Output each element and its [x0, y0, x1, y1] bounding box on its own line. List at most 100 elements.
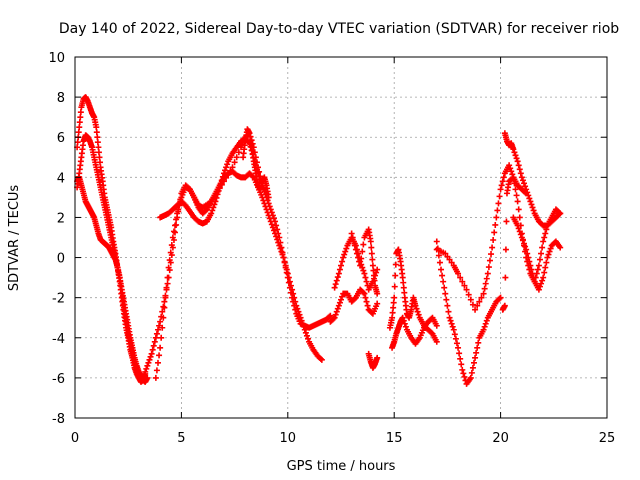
- data-point: [490, 237, 497, 244]
- data-point: [361, 290, 368, 297]
- data-point: [498, 182, 505, 189]
- data-point: [482, 280, 489, 287]
- data-point: [478, 294, 485, 301]
- data-point: [517, 170, 524, 177]
- data-point: [146, 356, 153, 363]
- data-point: [282, 262, 289, 269]
- data-point: [433, 238, 440, 245]
- series-17: [510, 214, 564, 293]
- data-point: [296, 311, 303, 318]
- data-point: [516, 228, 523, 235]
- data-point: [472, 306, 479, 313]
- data-point: [486, 257, 493, 264]
- series-11: [365, 350, 381, 371]
- data-point: [361, 270, 368, 277]
- data-point: [266, 215, 273, 222]
- data-point: [447, 317, 454, 324]
- data-point: [374, 300, 381, 307]
- data-point: [77, 114, 84, 121]
- data-point: [332, 311, 339, 318]
- data-point: [444, 253, 451, 260]
- data-point: [445, 308, 452, 315]
- data-point: [169, 234, 176, 241]
- data-point: [513, 192, 520, 199]
- data-point: [530, 274, 537, 281]
- data-point: [401, 289, 408, 296]
- y-tick-label: -4: [52, 332, 65, 347]
- data-point: [513, 155, 520, 162]
- data-point: [482, 320, 489, 327]
- data-point: [414, 308, 421, 315]
- data-point: [360, 241, 367, 248]
- data-point: [276, 242, 283, 249]
- data-point: [544, 254, 551, 261]
- data-point: [448, 320, 455, 327]
- data-point: [541, 269, 548, 276]
- data-point: [399, 274, 406, 281]
- data-point: [442, 290, 449, 297]
- data-point: [458, 361, 465, 368]
- data-point: [363, 298, 370, 305]
- data-point: [524, 250, 531, 257]
- data-point: [159, 308, 166, 315]
- series-12: [386, 246, 440, 345]
- data-point: [160, 314, 167, 321]
- data-point: [164, 280, 171, 287]
- data-point: [148, 350, 155, 357]
- data-point: [539, 244, 546, 251]
- data-point: [451, 331, 458, 338]
- data-point: [500, 174, 507, 181]
- data-point: [95, 144, 102, 151]
- data-point: [357, 262, 364, 269]
- data-point: [449, 323, 456, 330]
- data-point: [362, 274, 369, 281]
- data-point: [168, 242, 175, 249]
- data-point: [273, 233, 280, 240]
- data-point: [360, 289, 367, 296]
- data-point: [436, 259, 443, 266]
- data-point: [389, 314, 396, 321]
- data-point: [210, 204, 217, 211]
- data-point: [142, 368, 149, 375]
- data-point: [400, 284, 407, 291]
- data-point: [484, 270, 491, 277]
- data-point: [218, 177, 225, 184]
- data-point: [412, 302, 419, 309]
- data-point: [502, 274, 509, 281]
- data-point: [472, 354, 479, 361]
- data-point: [235, 149, 242, 156]
- data-point: [374, 354, 381, 361]
- data-point: [280, 254, 287, 261]
- data-point: [274, 226, 281, 233]
- data-point: [455, 344, 462, 351]
- data-point: [467, 296, 474, 303]
- data-point: [161, 298, 168, 305]
- data-point: [439, 272, 446, 279]
- data-point: [265, 194, 272, 201]
- data-point: [334, 274, 341, 281]
- x-tick-label: 25: [599, 431, 616, 446]
- data-point: [294, 305, 301, 312]
- data-point: [336, 266, 343, 273]
- data-point: [528, 201, 535, 208]
- data-point: [474, 302, 481, 309]
- data-point: [162, 294, 169, 301]
- x-tick-label: 15: [386, 431, 403, 446]
- data-point: [299, 320, 306, 327]
- data-point: [557, 244, 564, 251]
- data-point: [516, 166, 523, 173]
- data-point: [515, 162, 522, 169]
- data-point: [499, 178, 506, 185]
- data-point: [96, 154, 103, 161]
- data-point: [364, 302, 371, 309]
- data-point: [461, 282, 468, 289]
- data-point: [506, 162, 513, 169]
- data-point: [157, 344, 164, 351]
- data-point: [538, 250, 545, 257]
- data-point: [153, 367, 160, 374]
- data-point: [154, 359, 161, 366]
- data-point: [480, 290, 487, 297]
- data-point: [348, 230, 355, 237]
- data-point: [74, 139, 81, 146]
- series-16: [501, 130, 564, 229]
